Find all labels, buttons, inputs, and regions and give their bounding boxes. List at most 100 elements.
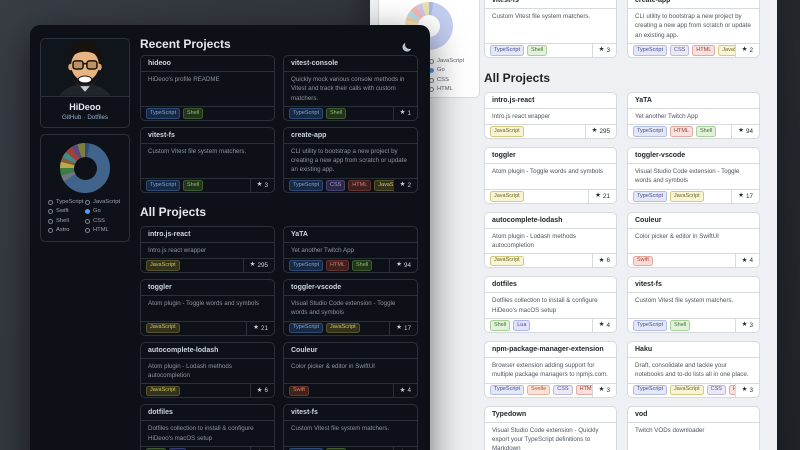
project-card-footer: TypeScriptSvelteCSSHTMLJavaScript ★ 3 (485, 383, 616, 397)
project-title: dotfiles (485, 277, 616, 294)
project-card-footer: Swift ★ 4 (628, 254, 759, 268)
language-tag-javascript: JavaScript (490, 126, 524, 137)
language-tag-typescript: TypeScript (490, 45, 524, 56)
project-title: npm-package-manager-extension (485, 342, 616, 358)
project-card-autocomplete-lodash[interactable]: autocomplete-lodash Atom plugin - Lodash… (484, 211, 617, 269)
project-card-vitest-fs[interactable]: vitest-fs Custom Vitest file system matc… (627, 276, 760, 333)
project-card-npm-package-manager-extension[interactable]: npm-package-manager-extension Browser ex… (484, 340, 617, 398)
legend-item-css[interactable]: CSS (85, 218, 122, 225)
project-card-create-app[interactable]: create-app CLI utility to bootstrap a ne… (627, 0, 760, 58)
legend-item-html[interactable]: HTML (429, 86, 471, 93)
project-title: YaTA (628, 93, 759, 109)
main-header: Recent Projects (140, 37, 418, 51)
project-card-vitest-fs[interactable]: vitest-fs Custom Vitest file system matc… (283, 404, 418, 450)
legend-item-go[interactable]: Go (85, 208, 122, 215)
project-card-vitest-console[interactable]: vitest-console Quickly mock various cons… (283, 55, 418, 121)
language-tag-html: HTML (348, 180, 372, 191)
project-card-toggler[interactable]: toggler Atom plugin - Toggle words and s… (140, 279, 275, 336)
project-card-dotfiles[interactable]: dotfiles Dotfiles collection to install … (484, 276, 617, 333)
legend-column: JavaScript Go CSS HTML (429, 58, 471, 93)
project-language-tags: TypeScript HTML Shell (284, 259, 389, 272)
project-card-yata[interactable]: YaTA Yet another Twitch App TypeScript HT… (627, 91, 760, 140)
project-card-dotfiles[interactable]: dotfiles Dotfiles collection to install … (140, 404, 275, 450)
project-card-toggler-vscode[interactable]: toggler-vscode Visual Studio Code extens… (627, 147, 760, 204)
legend-item-shell[interactable]: Shell (48, 218, 85, 225)
language-tag-shell: Shell (695, 126, 717, 137)
star-count: 3 (606, 386, 610, 394)
legend-label: Astro (56, 227, 70, 234)
project-language-tags: TypeScript JavaScript (628, 190, 731, 203)
project-card-intro-js-react[interactable]: intro.js-react Intro.js react wrapper Ja… (140, 225, 275, 274)
language-tag-html: HTML (692, 45, 716, 56)
legend-item-javascript[interactable]: JavaScript (85, 199, 122, 206)
project-card-hideoo[interactable]: hideoo HiDeoo's profile README TypeScrip… (140, 55, 275, 121)
project-card-footer: JavaScript ★ 21 (485, 189, 616, 203)
project-language-tags: JavaScript (485, 125, 585, 138)
avatar (41, 39, 129, 97)
project-description: CLI utility to bootstrap a new project b… (628, 9, 759, 44)
project-card-toggler[interactable]: toggler Atom plugin - Toggle words and s… (484, 147, 617, 204)
project-title: vitest-fs (485, 0, 616, 9)
project-card-haku[interactable]: Haku Draft, consolidate and tackle your … (627, 340, 760, 398)
moon-icon[interactable] (404, 39, 415, 50)
legend-item-swift[interactable]: Swift (48, 208, 85, 215)
legend-label: HTML (93, 227, 109, 234)
star-count-cell: ★ 1 (392, 106, 417, 120)
star-icon: ★ (256, 181, 263, 189)
language-tag-lua: Lua (513, 320, 531, 331)
legend-label: JavaScript (437, 58, 465, 64)
star-count: 17 (745, 192, 753, 200)
dark-theme-screenshot: HiDeoo GitHub · Dotfiles TypeScript Swift Sh… (30, 25, 430, 450)
language-tag-javascript: JavaScript (146, 322, 180, 334)
legend-item-astro[interactable]: Astro (48, 227, 85, 234)
project-description: Draft, consolidate and tackle your noteb… (628, 358, 759, 384)
language-tag-html: HTML (575, 384, 592, 396)
project-card-vitest-fs[interactable]: vitest-fs Custom Vitest file system matc… (484, 0, 617, 58)
legend-column: TypeScript Swift Shell Astro (48, 199, 85, 234)
project-card-yata[interactable]: YaTA Yet another Twitch App TypeScript HT… (283, 225, 418, 274)
profile-links: GitHub · Dotfiles (41, 114, 129, 127)
project-card-vitest-fs[interactable]: vitest-fs Custom Vitest file system matc… (140, 126, 275, 193)
project-card-couleur[interactable]: Couleur Color picker & editor in SwiftUI… (627, 211, 760, 269)
star-count: 3 (749, 321, 753, 329)
project-language-tags: Swift (284, 384, 393, 397)
legend-label: Shell (56, 217, 69, 224)
project-card-toggler-vscode[interactable]: toggler-vscode Visual Studio Code extens… (283, 279, 418, 336)
legend-label: TypeScript (56, 199, 84, 205)
legend-item-go[interactable]: Go (429, 67, 471, 74)
project-card-footer: JavaScript ★ 295 (485, 125, 616, 139)
legend-item-css[interactable]: CSS (429, 77, 471, 84)
project-card-footer: TypeScriptCSSHTMLJavaScriptShell ★ 2 (284, 178, 417, 192)
legend-label: HTML (437, 86, 453, 93)
star-icon: ★ (396, 323, 402, 331)
project-card-typedown[interactable]: Typedown Visual Studio Code extension - … (484, 405, 617, 450)
dotfiles-link[interactable]: Dotfiles (87, 114, 108, 121)
project-language-tags: TypeScript HTML Shell (628, 125, 731, 138)
language-tag-shell: Shell (526, 45, 548, 56)
legend-item-javascript[interactable]: JavaScript (429, 58, 471, 65)
language-tag-typescript: TypeScript (289, 322, 323, 334)
project-card-create-app[interactable]: create-app CLI utility to bootstrap a ne… (283, 126, 418, 193)
star-icon: ★ (399, 181, 406, 189)
language-tag-html: HTML (728, 384, 735, 396)
project-title: autocomplete-lodash (485, 213, 616, 229)
project-card-autocomplete-lodash[interactable]: autocomplete-lodash Atom plugin - Lodash… (140, 341, 275, 399)
project-description: Visual Studio Code extension - Toggle wo… (284, 296, 417, 322)
project-card-couleur[interactable]: Couleur Color picker & editor in SwiftUI… (283, 341, 418, 399)
project-card-intro-js-react[interactable]: intro.js-react Intro.js react wrapper Ja… (484, 91, 617, 140)
project-title: intro.js-react (485, 93, 616, 109)
github-link[interactable]: GitHub (62, 114, 82, 121)
project-card-vod[interactable]: vod Twitch VODs downloader TypeScriptJav… (627, 405, 760, 450)
all-projects-heading: All Projects (140, 204, 207, 219)
project-description: Yet another Twitch App (628, 109, 759, 126)
legend-dot-css (85, 218, 90, 224)
legend-item-typescript[interactable]: TypeScript (48, 199, 85, 206)
legend-item-html[interactable]: HTML (85, 227, 122, 234)
star-icon: ★ (738, 192, 744, 200)
profile-sidebar: HiDeoo GitHub · Dotfiles TypeScript Swift Sh… (40, 38, 130, 243)
language-tag-typescript: TypeScript (146, 180, 180, 191)
project-title: Couleur (628, 213, 759, 229)
project-title: vitest-console (284, 56, 417, 72)
